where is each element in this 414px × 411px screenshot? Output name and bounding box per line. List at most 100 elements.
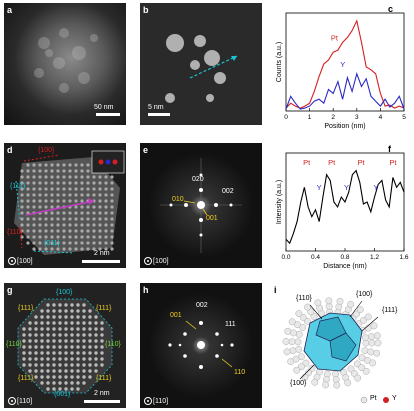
panel-i-facet-100-bottom: {100} [290,380,307,387]
atom-column [26,175,30,179]
panel-e-spot-020: 020 [192,176,204,183]
atom-column [26,217,30,221]
pt-atom [373,332,381,340]
atom-column [44,211,48,215]
atom-column [110,229,114,233]
atom-column [94,345,98,349]
atom-column [64,357,68,361]
atom-column [32,235,36,239]
atom-column [40,327,44,331]
atom-column [86,163,90,167]
atom-column [38,235,42,239]
atom-column [38,175,42,179]
atom-column [68,223,72,227]
pt-atom [311,378,319,386]
atom-column [26,229,30,233]
atom-column [76,309,80,313]
atom-column [32,205,36,209]
pt-atom [283,348,291,356]
atom-column [52,315,56,319]
x-tick-label: 5 [402,114,406,121]
atom-column [34,351,38,355]
atom-column [32,169,36,173]
atom-column [98,241,102,245]
atom-column [38,181,42,185]
panel-h-label: h [143,285,149,295]
panel-e-spots [160,158,242,253]
atom-column [64,327,68,331]
atom-column [68,217,72,221]
atom-column [100,345,104,349]
atom-column [56,193,60,197]
atom-column [38,217,42,221]
atom-column [40,339,44,343]
atom-column [104,247,108,251]
atom-column [92,235,96,239]
atom-column [70,327,74,331]
atom-column [94,357,98,361]
atom-column [86,193,90,197]
atom-column [68,175,72,179]
atom-column [82,357,86,361]
atom-column [62,169,66,173]
atom-column [110,211,114,215]
x-tick-label: 0.8 [340,254,349,261]
panel-e-fft: e 020 002 010 001 [100] [140,143,262,268]
panel-d-lattice [14,150,125,255]
atom-column [98,187,102,191]
pt-atom [335,303,343,311]
atom-column [52,351,56,355]
atom-column [82,369,86,373]
panel-d-facet-111: {111} [10,183,26,190]
atom-column [94,339,98,343]
atom-column [26,205,30,209]
panel-f-chart: 0.0 0.4 0.8 1.2 1.6 Distance (nm) Intensity (a… [270,143,410,278]
atom-column [74,175,78,179]
atom-column [20,181,24,185]
atom-column [58,339,62,343]
atom-column [104,205,108,209]
panel-h-spot-001: 001 [170,312,182,319]
panel-g-zone-axis: [110] [8,397,32,405]
atom-column [52,333,56,337]
chart-c-svg: 0 1 2 3 4 5 Position (nm) Counts (a.u.) Pt Y [276,12,406,130]
panel-e-spot-010: 010 [172,196,184,203]
atom-column [32,247,36,251]
atom-column [38,223,42,227]
atom-column [64,381,68,385]
atom-column [58,333,62,337]
atom-column [44,217,48,221]
panel-d-facet-100: {100} [38,147,55,154]
atom-column [20,229,24,233]
panel-i-svg [282,297,389,404]
x-tick-label: 4 [379,114,383,121]
atom-column [86,181,90,185]
atom-column [44,199,48,203]
x-tick-label: 0.0 [281,254,290,261]
atom-column [70,315,74,319]
peak-label-1: Y [317,183,322,192]
atom-column [68,193,72,197]
panel-g-facet-top: {100} [56,289,73,296]
pt-atom [289,347,297,355]
atom-column [32,193,36,197]
atom-column [92,241,96,245]
pt-atom [358,364,366,372]
atom-column [46,303,50,307]
atom-column [80,187,84,191]
atom-column [34,345,38,349]
atom-column [62,163,66,167]
atom-column [86,211,90,215]
panel-h-spot-111: 111 [225,321,236,328]
atom-column [28,369,32,373]
atom-column [92,211,96,215]
atom-column [76,327,80,331]
panel-i-legend-y: Y [392,395,397,402]
pt-atom [354,374,362,382]
atom-column [92,229,96,233]
pt-atom [353,360,361,368]
atom-column [58,363,62,367]
atom-column [34,327,38,331]
atom-column [44,229,48,233]
atom-column [100,357,104,361]
